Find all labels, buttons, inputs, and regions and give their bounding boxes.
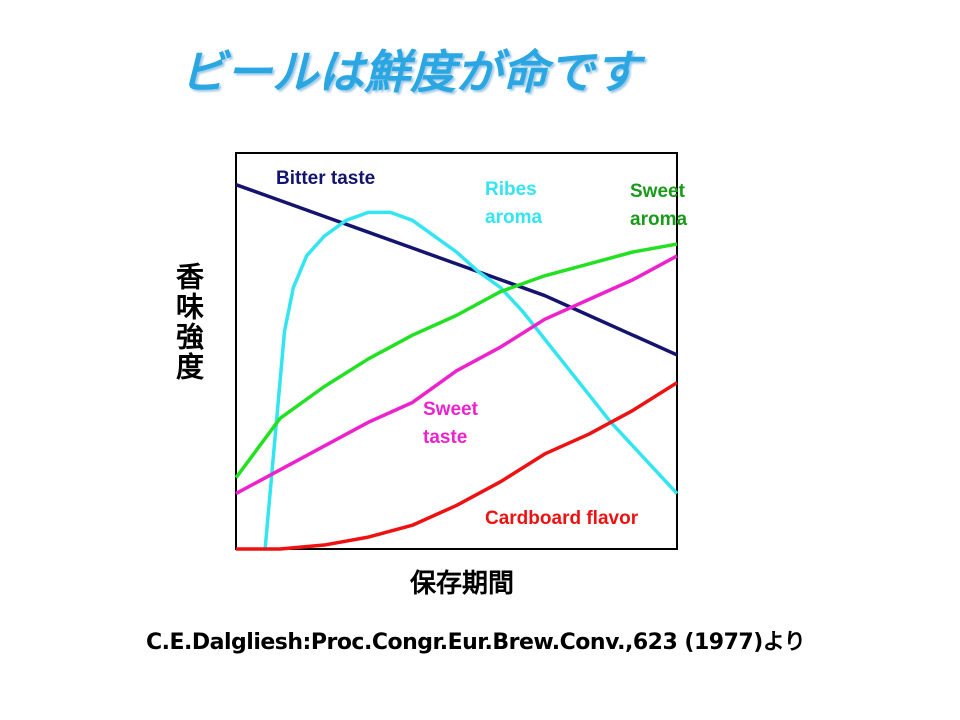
plot-frame	[235, 152, 678, 550]
series-line	[235, 254, 678, 496]
series-label: Sweet aroma	[630, 181, 688, 230]
series-label: Cardboard flavor	[485, 508, 639, 529]
x-axis-label: 保存期間	[410, 569, 515, 599]
series-label: Bitter taste	[276, 168, 376, 189]
series-line	[236, 381, 678, 551]
series-label: Sweet taste	[423, 399, 478, 448]
source-note: C.E.Dalgliesh:Proc.Congr.Eur.Brew.Conv.,…	[146, 630, 806, 655]
y-axis-label: 香味強度	[172, 262, 205, 382]
series-line	[263, 210, 679, 550]
series-line	[234, 242, 678, 479]
title: ビールは鮮度が命です	[180, 45, 640, 99]
series-line	[235, 183, 678, 357]
series-label: Ribes aroma	[485, 179, 543, 228]
